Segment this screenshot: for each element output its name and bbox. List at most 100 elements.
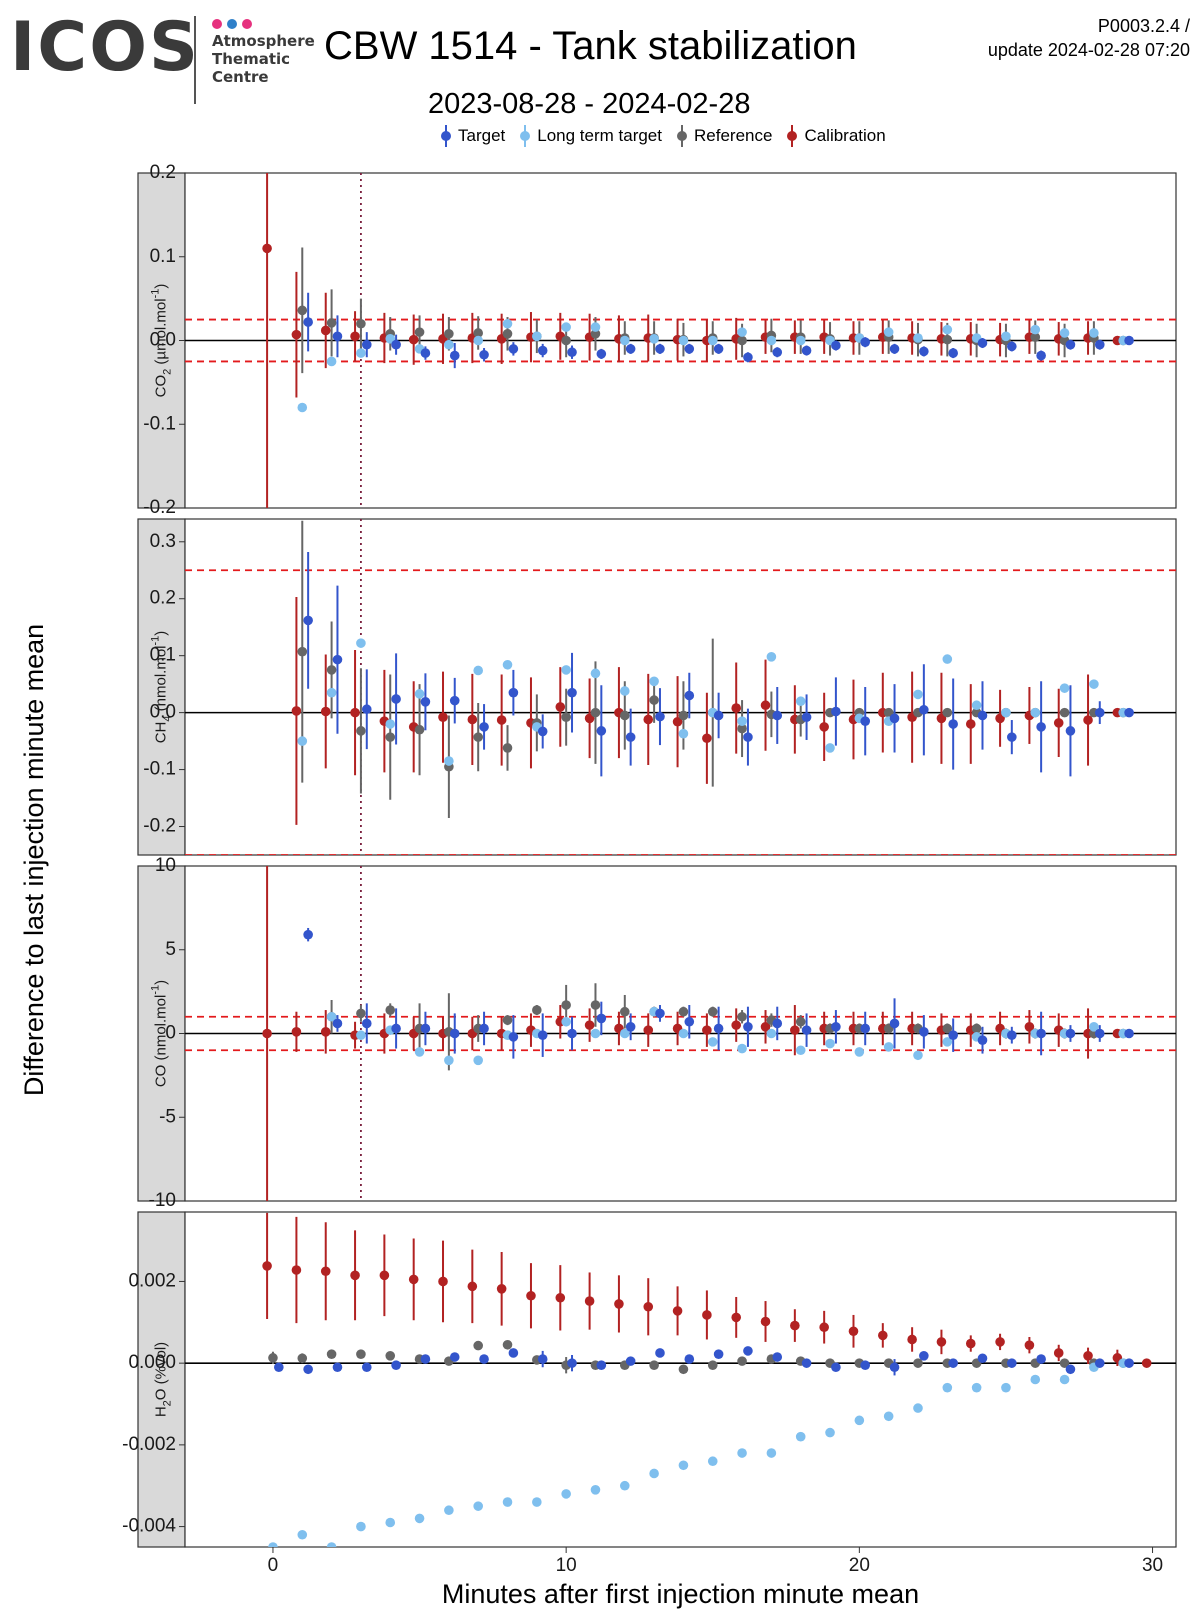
data-point (942, 1037, 953, 1047)
y-tick-label: -0.2 (143, 497, 176, 518)
data-point (971, 1382, 982, 1393)
data-point (274, 1362, 284, 1373)
data-point (737, 1356, 747, 1366)
data-point (291, 706, 302, 716)
data-point (1053, 1348, 1064, 1358)
data-point (772, 347, 783, 358)
y-tick-label: 0 (165, 1023, 176, 1044)
data-point (444, 1505, 454, 1516)
data-point (707, 1360, 718, 1371)
data-point (291, 1027, 302, 1037)
data-point (590, 329, 601, 339)
data-point (883, 1042, 894, 1052)
data-point (625, 344, 636, 354)
data-point (561, 1000, 571, 1010)
y-tick-label: 5 (165, 939, 176, 960)
strip-label-part: (nmol.mol (152, 995, 169, 1065)
data-point (555, 702, 566, 712)
data-point (643, 1025, 654, 1035)
data-point (1094, 707, 1105, 718)
data-point (713, 344, 724, 354)
data-point (995, 1337, 1005, 1347)
strip-label-part: -1 (149, 985, 161, 995)
data-point (889, 713, 900, 724)
data-point (297, 646, 308, 657)
data-point (1030, 1374, 1041, 1385)
strip-label-part: (nmol.mol (152, 645, 169, 715)
data-point (332, 1018, 343, 1029)
data-point (831, 706, 841, 717)
data-point (356, 726, 366, 736)
data-point (649, 1360, 659, 1371)
data-point (1036, 350, 1046, 361)
data-point (649, 334, 659, 344)
data-point (801, 345, 812, 356)
data-point (1007, 732, 1017, 742)
data-point (1065, 726, 1076, 736)
data-point (479, 349, 489, 360)
y-tick-label: 0.1 (150, 246, 176, 267)
data-point (444, 329, 454, 339)
data-point (678, 710, 689, 721)
data-point (707, 1456, 718, 1467)
series-long-term-target (297, 638, 1129, 766)
data-point (467, 714, 478, 725)
data-point (737, 1448, 747, 1458)
data-point (948, 1030, 958, 1040)
data-point (408, 1274, 419, 1285)
data-point (743, 1022, 753, 1032)
data-point (913, 1050, 923, 1061)
data-point (860, 1023, 871, 1034)
data-point (526, 1290, 536, 1301)
y-tick-label: -5 (159, 1106, 176, 1127)
data-point (297, 736, 308, 746)
data-point (356, 348, 366, 358)
legend-label: Long term target (537, 126, 662, 145)
data-point (1094, 1358, 1105, 1368)
data-point (795, 1045, 806, 1056)
data-point (561, 1016, 571, 1027)
data-point (420, 348, 431, 358)
data-point (414, 689, 425, 699)
data-point (502, 1497, 513, 1507)
legend-label: Calibration (804, 126, 886, 145)
data-point (702, 733, 712, 744)
data-point (889, 344, 900, 354)
strip-label-part: ) (152, 284, 169, 289)
data-point (977, 1353, 988, 1364)
data-point (913, 1403, 923, 1413)
data-point (1024, 1022, 1035, 1032)
data-point (297, 402, 308, 413)
data-point (942, 1023, 953, 1034)
data-point (971, 1023, 982, 1034)
header: ICOS Atmosphere Thematic Centre CBW 1514… (0, 0, 1200, 160)
data-point (737, 335, 747, 346)
data-point (262, 1028, 272, 1039)
data-point (326, 1011, 337, 1022)
data-point (356, 1349, 366, 1359)
data-point (408, 334, 419, 345)
y-axis-title: Difference to last injection minute mean (19, 624, 49, 1096)
data-point (760, 700, 771, 711)
data-point (561, 712, 571, 722)
data-point (532, 1497, 542, 1507)
data-point (1059, 1374, 1070, 1385)
data-point (420, 1023, 431, 1034)
data-point (625, 1022, 636, 1032)
data-point (672, 716, 683, 727)
data-point (619, 1480, 630, 1491)
data-point (356, 1008, 366, 1019)
data-point (502, 659, 513, 670)
data-point (860, 716, 871, 726)
data-point (649, 676, 659, 687)
data-point (1024, 1340, 1035, 1350)
data-point (619, 1006, 630, 1017)
data-point (438, 1276, 448, 1287)
data-point (496, 715, 507, 725)
series-target (303, 927, 1134, 1059)
data-point (684, 1016, 695, 1027)
y-tick-label: 10 (155, 855, 176, 876)
data-point (567, 347, 577, 358)
data-point (655, 1008, 665, 1019)
data-point (889, 1018, 900, 1029)
